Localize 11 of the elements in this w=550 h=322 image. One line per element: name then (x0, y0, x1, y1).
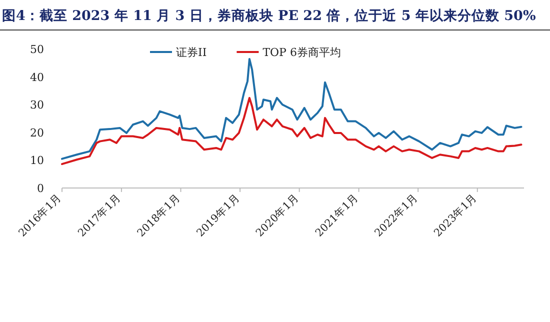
chart-title: 图4：截至 2023 年 11 月 3 日，券商板块 PE 22 倍，位于近 5 年以来分位数 50% (2, 7, 536, 24)
legend-label: 证券II (176, 46, 207, 59)
line-series (61, 58, 522, 160)
y-tick-label: 50 (30, 43, 44, 56)
y-tick-label: 40 (30, 70, 44, 84)
y-tick-label: 10 (30, 154, 44, 168)
y-tick-label: 30 (30, 98, 44, 112)
y-tick-label: 0 (37, 182, 44, 195)
line-series (61, 96, 522, 166)
legend-label: TOP 6券商平均 (262, 46, 341, 59)
y-tick-label: 20 (30, 126, 44, 140)
